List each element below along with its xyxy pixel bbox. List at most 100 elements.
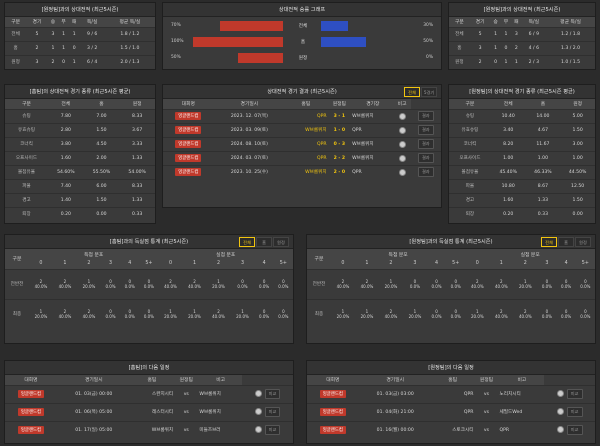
compare-button[interactable]: 미교 — [264, 407, 281, 417]
stadium-icon[interactable] — [398, 168, 406, 176]
away-team[interactable]: QPR — [499, 427, 510, 433]
match-tabs: 전체 5경기 — [404, 87, 437, 97]
stadium-icon[interactable] — [254, 390, 262, 397]
table-cell: 10.40 — [490, 108, 526, 123]
stadium-icon[interactable] — [254, 408, 262, 415]
result-button[interactable]: 결과 — [417, 139, 434, 149]
tab-5games[interactable]: 5경기 — [421, 87, 437, 97]
away-team[interactable]: 노리치시티 — [499, 392, 521, 397]
home-team[interactable]: W브롬위치 — [305, 128, 327, 133]
compare-button[interactable]: 미교 — [264, 389, 281, 399]
league-badge[interactable]: 잉글랜드컵 — [319, 390, 346, 398]
table-cell: 2 — [47, 54, 59, 69]
table-row: 잉글랜드컵 2024. 03. 07(토) QPR 2 - 2 W브롬위치 결과 — [163, 150, 441, 165]
away-team[interactable]: W브롬위치 — [352, 156, 374, 161]
stadium-icon[interactable] — [556, 408, 564, 415]
row-label: 전체 — [449, 26, 470, 41]
away-team[interactable]: W브롬위치 — [352, 142, 374, 147]
stadium-icon[interactable] — [556, 426, 564, 434]
stadium-icon[interactable] — [398, 140, 406, 148]
column-header: 대회명 — [5, 375, 57, 385]
away-team[interactable]: QPR — [352, 169, 362, 175]
stats-table: 구분 전체 홈 원정 슈팅 7.80 7.00 8.33 유효슈팅 2.80 1.50 3.67 코너킥… — [5, 99, 155, 221]
table-cell: 1.8 / 1.2 — [104, 26, 155, 41]
stats-table: 구분 전체 홈 원정 슈팅 10.40 14.00 5.00 유효슈팅 3.40 4.67 1.50 코… — [449, 99, 595, 221]
league-badge[interactable]: 잉글랜드컵 — [17, 426, 45, 435]
stadium-icon[interactable] — [398, 126, 406, 134]
tab-all[interactable]: 전체 — [404, 87, 420, 97]
column-header: 원정팀 — [173, 375, 200, 385]
home-team[interactable]: 스완지시티 — [152, 392, 174, 397]
home-team[interactable]: QPR — [316, 141, 327, 147]
tab-home[interactable]: 홈 — [256, 237, 272, 247]
tab-home[interactable]: 홈 — [558, 237, 574, 247]
home-team[interactable]: W브롬위치 — [305, 170, 327, 176]
home-team[interactable]: W브롬위치 — [151, 428, 174, 434]
table-row: 잉글랜드컵 2023. 12. 07(목) QPR 3 - 1 W브롬위치 결과 — [163, 108, 441, 123]
away-team[interactable]: 셰필드Wed — [499, 410, 523, 415]
tab-all[interactable]: 전체 — [541, 237, 557, 247]
home-team[interactable]: QPR — [316, 113, 327, 119]
table-row: 파울 7.40 6.00 8.33 — [5, 178, 155, 193]
stadium-cell — [393, 136, 411, 151]
league-badge[interactable]: 잉글랜드컵 — [319, 408, 346, 416]
compare-button[interactable]: 미교 — [566, 407, 583, 417]
away-team[interactable]: W브롬위치 — [352, 114, 374, 119]
goal-count-header: 4 — [254, 259, 274, 269]
vs-label: vs — [473, 420, 500, 439]
table-row: 잉글랜드컵 01. 03(금) 03:00 QPR vs 노리치시티 미교 — [307, 384, 595, 403]
goal-count-header: 0 — [330, 259, 355, 269]
column-header: 대회명 — [163, 99, 214, 109]
result-button[interactable]: 결과 — [417, 153, 434, 163]
column-header: 경기일시 — [358, 375, 432, 385]
tab-away[interactable]: 원정 — [273, 237, 289, 247]
league-badge[interactable]: 잉글랜드컵 — [175, 140, 202, 148]
league-badge[interactable]: 잉글랜드컵 — [175, 168, 202, 177]
column-header: 구분 — [449, 17, 470, 27]
compare-button[interactable]: 미교 — [566, 425, 583, 436]
date-cell: 01. 03(금) 03:00 — [358, 384, 432, 403]
away-team[interactable]: QPR — [352, 127, 362, 133]
row-label: 볼점유율 — [449, 164, 491, 179]
away-team[interactable]: W브롬위치 — [199, 410, 221, 415]
league-badge[interactable]: 잉글랜드컵 — [17, 390, 45, 398]
compare-button[interactable]: 미교 — [264, 425, 281, 436]
tab-all[interactable]: 전체 — [239, 237, 255, 247]
home-team[interactable]: QPR — [463, 391, 474, 397]
goal-count-header: 1 — [354, 259, 379, 269]
home-team[interactable]: QPR — [463, 409, 474, 415]
match-score: 3 - 1 — [333, 113, 346, 119]
stadium-icon[interactable] — [398, 112, 406, 120]
compare-button[interactable]: 미교 — [566, 389, 583, 399]
league-badge[interactable]: 잉글랜드컵 — [175, 112, 202, 120]
home-team[interactable]: 스토크시티 — [452, 428, 474, 434]
table-cell: 55.50% — [83, 164, 120, 179]
league-badge[interactable]: 잉글랜드컵 — [319, 426, 346, 435]
league-badge[interactable]: 잉글랜드컵 — [17, 408, 45, 416]
table-row: 잉글랜드컵 01. 17(일) 05:00 W브롬위치 vs 미들즈브러 미교 — [5, 420, 293, 439]
stadium-icon[interactable] — [398, 154, 406, 162]
table-cell: 4.67 — [525, 122, 561, 137]
home-win-bar — [193, 37, 283, 47]
goal-cell: 0 0.0% — [273, 268, 293, 299]
home-team[interactable]: QPR — [316, 155, 327, 161]
away-team[interactable]: 미들즈브러 — [199, 428, 221, 434]
result-button[interactable]: 결과 — [417, 111, 434, 121]
header-row: 구분 경기 승 무 패 득/실 평균 득/실 — [449, 17, 595, 27]
tab-away[interactable]: 원정 — [575, 237, 591, 247]
result-button[interactable]: 결과 — [417, 125, 434, 135]
column-header: 구분 — [5, 249, 29, 269]
goal-cell: 0 0.0% — [230, 268, 255, 299]
column-group-header: 득점 분포 — [28, 249, 159, 259]
home-team[interactable]: 레스터시티 — [152, 410, 174, 415]
league-badge[interactable]: 잉글랜드컵 — [175, 154, 202, 162]
result-button[interactable]: 결과 — [417, 167, 434, 178]
row-label: 볼점유율 — [5, 164, 48, 179]
column-header: 패 — [511, 17, 522, 27]
away-team[interactable]: W브롬위치 — [199, 392, 221, 397]
league-badge[interactable]: 잉글랜드컵 — [175, 126, 202, 134]
panel-title: [원정팀]의 다음 일정 — [307, 361, 595, 375]
stadium-icon[interactable] — [556, 390, 564, 397]
row-label: 최종 — [307, 298, 331, 329]
stadium-icon[interactable] — [254, 426, 262, 434]
